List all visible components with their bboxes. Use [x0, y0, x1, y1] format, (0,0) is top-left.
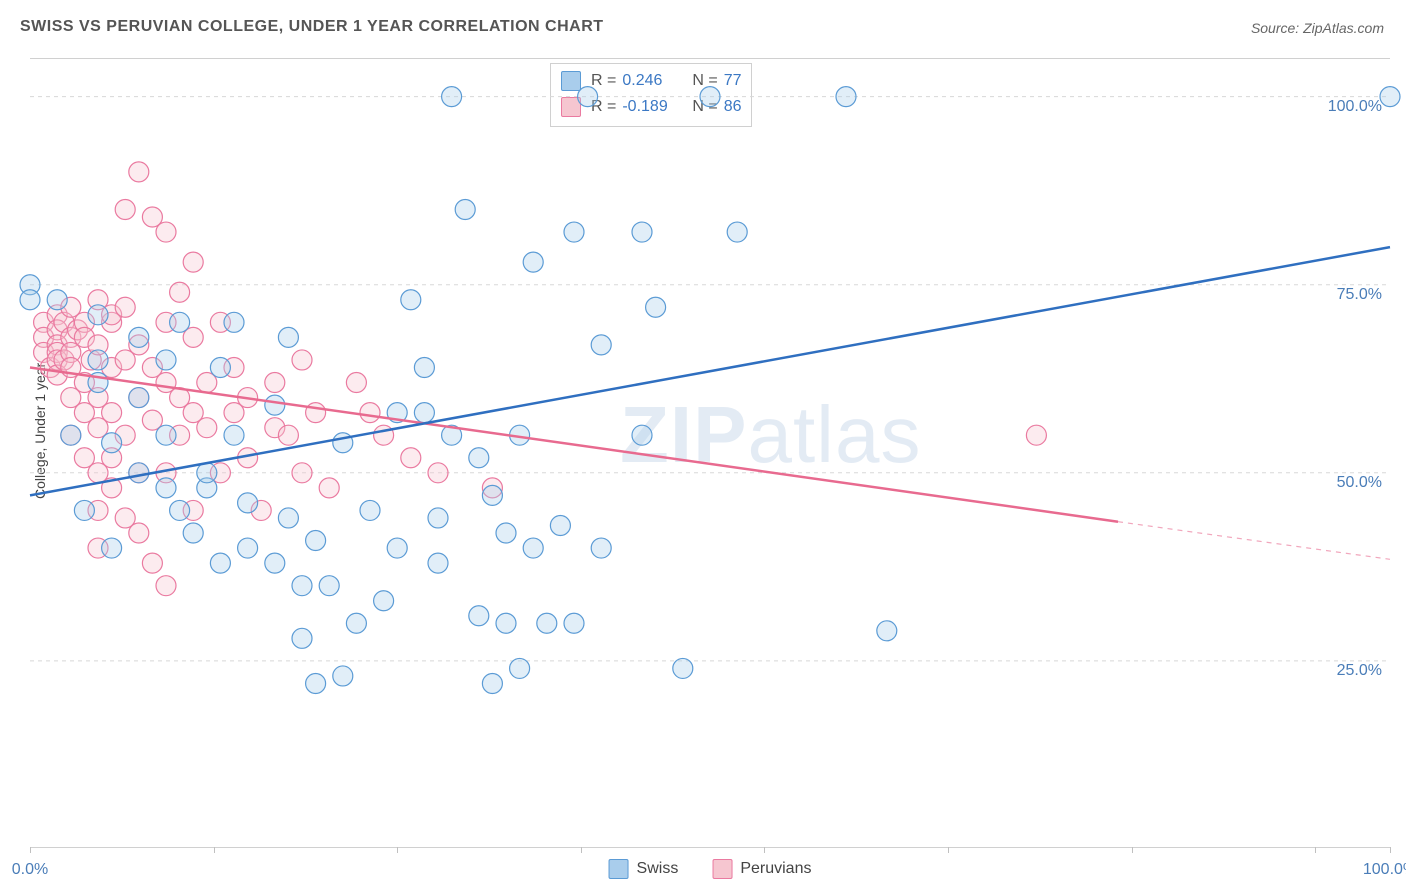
x-tick [581, 847, 582, 853]
x-tick [1390, 847, 1391, 853]
x-tick-label: 100.0% [1363, 861, 1406, 879]
x-tick [214, 847, 215, 853]
legend-swiss-label: Swiss [637, 860, 679, 878]
chart-title: SWISS VS PERUVIAN COLLEGE, UNDER 1 YEAR … [20, 18, 604, 36]
x-tick [1132, 847, 1133, 853]
swiss-swatch-icon [609, 859, 629, 879]
x-tick [1315, 847, 1316, 853]
x-tick [948, 847, 949, 853]
x-tick [764, 847, 765, 853]
x-tick-label: 0.0% [12, 861, 48, 879]
y-tick-label: 25.0% [1337, 662, 1382, 680]
legend-swiss: Swiss [609, 859, 679, 879]
legend-series: Swiss Peruvians [609, 859, 812, 879]
legend-peruvians: Peruvians [712, 859, 811, 879]
peruvian-swatch-icon [712, 859, 732, 879]
y-tick-label: 50.0% [1337, 474, 1382, 492]
scatter-plot: College, Under 1 year ZIPatlas R = 0.246… [30, 58, 1390, 848]
x-tick [397, 847, 398, 853]
source-label: Source: ZipAtlas.com [1251, 20, 1384, 36]
x-tick [30, 847, 31, 853]
chart-svg [30, 59, 1390, 847]
y-tick-label: 75.0% [1337, 286, 1382, 304]
legend-peruvian-label: Peruvians [740, 860, 811, 878]
y-tick-label: 100.0% [1328, 98, 1382, 116]
